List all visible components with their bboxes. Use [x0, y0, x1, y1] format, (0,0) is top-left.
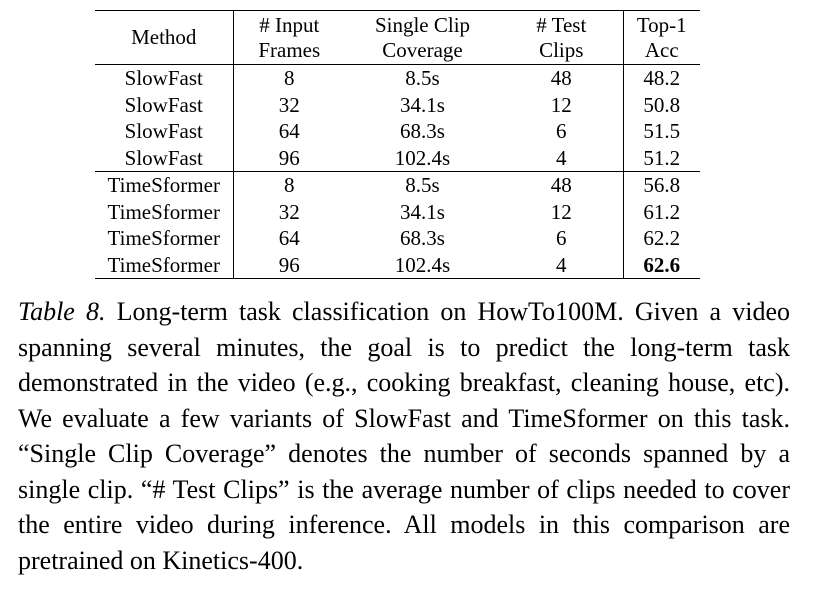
header-cell: # Input Frames	[232, 10, 345, 65]
table-cell: 48	[550, 66, 572, 91]
results-table: Method # Input Frames Single Clip Coverage # …	[95, 10, 700, 279]
table-row: SlowFast 96 102.4s 4 51.2	[95, 144, 700, 172]
table-cell: 96	[232, 251, 345, 279]
table-cell: 12	[550, 92, 572, 117]
header-cell: # Test Clips	[500, 11, 623, 65]
table-header: Method # Input Frames Single Clip Coverage # …	[95, 10, 700, 65]
table-cell: SlowFast	[124, 92, 203, 117]
table-row: TimeSformer 8 8.5s 48 56.8	[95, 171, 700, 199]
table-cell: TimeSformer	[107, 252, 220, 277]
header-line: # Input	[259, 12, 320, 37]
table-cell: 62.2	[622, 225, 700, 252]
table-cell: 68.3s	[400, 119, 445, 144]
table-cell: 64	[232, 225, 345, 252]
table-cell: 34.1s	[400, 92, 445, 117]
table-cell: 68.3s	[400, 226, 445, 251]
row-group: SlowFast 8 8.5s 48 48.2 SlowFast 32 34.1s 12 50.8…	[95, 64, 700, 172]
caption: Table 8. Long-term task classification o…	[18, 294, 790, 578]
row-group: TimeSformer 8 8.5s 48 56.8 TimeSformer 32 34.1s…	[95, 171, 700, 279]
table-cell: 8.5s	[405, 66, 440, 91]
table-row: TimeSformer 32 34.1s 12 61.2	[95, 198, 700, 225]
table-cell: 51.5	[622, 118, 700, 145]
header-line: Acc	[644, 37, 679, 62]
caption-label: Table 8.	[18, 297, 106, 326]
table-cell: TimeSformer	[107, 173, 220, 198]
table-cell: TimeSformer	[107, 226, 220, 251]
table-cell: SlowFast	[124, 66, 203, 91]
table-cell: SlowFast	[124, 119, 203, 144]
header-line: # Test	[536, 12, 587, 37]
header-line: Frames	[258, 37, 321, 62]
table-cell: 8	[232, 171, 345, 199]
header-line: Clips	[539, 37, 584, 62]
header-line: Top-1	[636, 12, 687, 37]
table-cell: 6	[556, 226, 567, 251]
table-row: TimeSformer 64 68.3s 6 62.2	[95, 225, 700, 252]
table-cell: 62.6	[622, 251, 700, 279]
table-cell: 56.8	[622, 171, 700, 199]
table-cell: 102.4s	[394, 145, 451, 170]
table-cell: 102.4s	[394, 252, 451, 277]
table-cell: 48.2	[622, 64, 700, 92]
header-line: Single Clip	[374, 12, 471, 37]
table-cell: 64	[232, 118, 345, 145]
table-cell: 32	[232, 91, 345, 118]
table-cell: TimeSformer	[107, 199, 220, 224]
table-cell: 12	[550, 199, 572, 224]
header-line: Method	[131, 25, 197, 49]
table-cell: 50.8	[622, 91, 700, 118]
table-cell: 4	[556, 252, 567, 277]
table-cell: 8	[232, 64, 345, 92]
header-cell: Method	[95, 11, 233, 65]
table-row: TimeSformer 96 102.4s 4 62.6	[95, 251, 700, 279]
table-cell: 48	[550, 173, 572, 198]
table-row: SlowFast 8 8.5s 48 48.2	[95, 64, 700, 92]
table-cell: SlowFast	[124, 145, 203, 170]
table-cell: 96	[232, 144, 345, 172]
header-row: Method # Input Frames Single Clip Coverage # …	[95, 10, 700, 65]
header-cell: Top-1 Acc	[622, 10, 700, 65]
table-cell: 32	[232, 198, 345, 225]
header-line: Coverage	[382, 37, 463, 62]
header-cell: Single Clip Coverage	[345, 11, 500, 65]
table-cell: 61.2	[622, 198, 700, 225]
table-row: SlowFast 64 68.3s 6 51.5	[95, 118, 700, 145]
table-cell: 51.2	[622, 144, 700, 172]
table-cell: 4	[556, 145, 567, 170]
table-row: SlowFast 32 34.1s 12 50.8	[95, 91, 700, 118]
table-cell: 6	[556, 119, 567, 144]
table-cell: 34.1s	[400, 199, 445, 224]
table-cell: 8.5s	[405, 173, 440, 198]
caption-text: Long-term task classification on HowTo10…	[18, 297, 791, 575]
